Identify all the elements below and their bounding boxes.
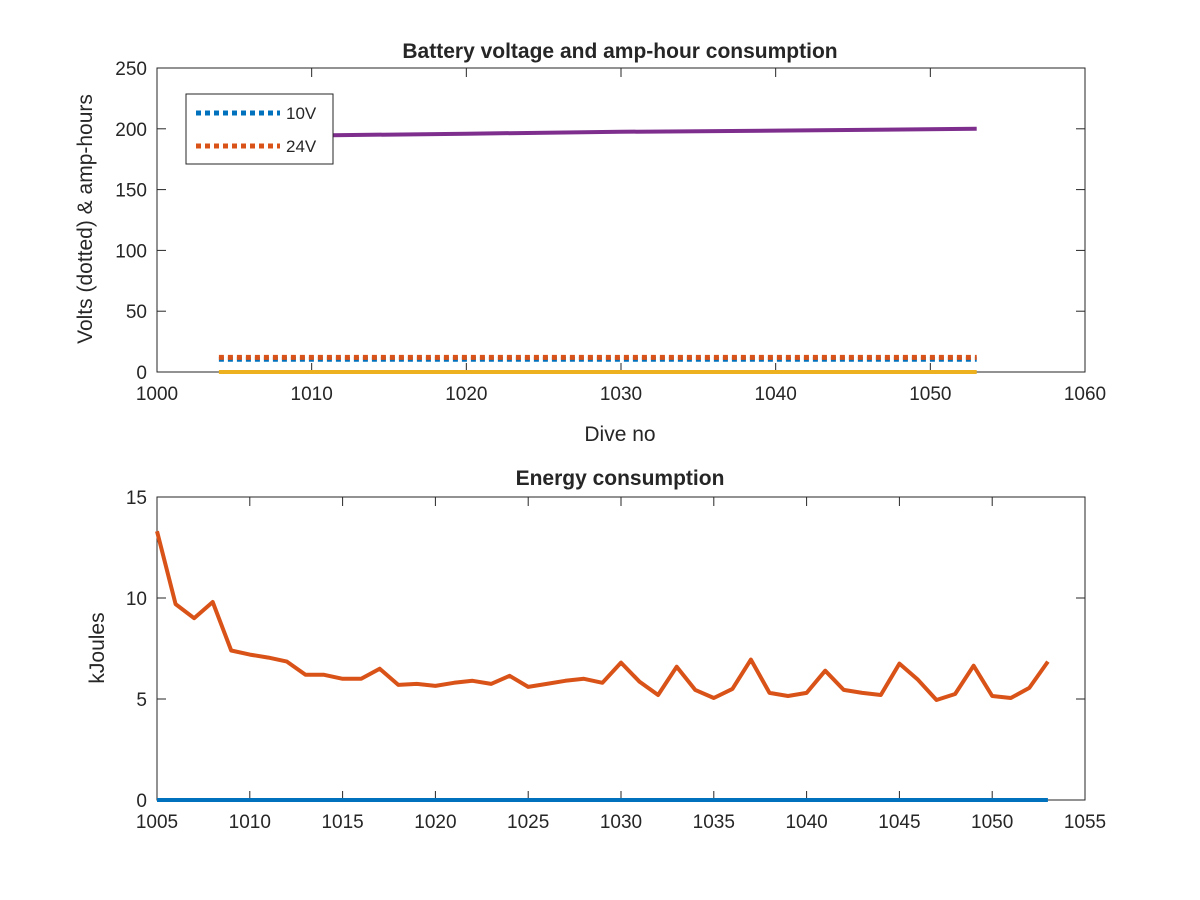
y-axis-label-bottom: kJoules	[86, 612, 109, 683]
x-tick-label: 1010	[291, 384, 333, 405]
y-tick-label: 50	[126, 302, 147, 323]
x-axis-label-top: Dive no	[584, 423, 655, 446]
legend-label: 10V	[286, 104, 317, 123]
plot-area-bottom: 1005 1010 1015 1020 1025 1030 1035 1040 1045 1050…	[126, 488, 1106, 833]
legend-label: 24V	[286, 137, 317, 156]
y-tick-label: 200	[115, 120, 147, 141]
x-tick-label: 1035	[693, 812, 735, 833]
x-tick-label: 1000	[136, 384, 178, 405]
x-tick-label: 1010	[229, 812, 271, 833]
x-tick-label: 1045	[878, 812, 920, 833]
x-tick-label: 1005	[136, 812, 178, 833]
y-tick-label: 0	[136, 363, 147, 384]
x-tick-label: 1025	[507, 812, 549, 833]
y-tick-label: 5	[136, 690, 147, 711]
x-tick-label: 1015	[321, 812, 363, 833]
y-axis-label-top: Volts (dotted) & amp-hours	[74, 94, 97, 344]
x-tick-label: 1050	[971, 812, 1013, 833]
y-tick-label: 100	[115, 241, 147, 262]
x-tick-label: 1050	[909, 384, 951, 405]
chart-title-top: Battery voltage and amp-hour consumption	[402, 40, 837, 63]
y-tick-label: 250	[115, 59, 147, 80]
chart-energy-consumption: 1005 1010 1015 1020 1025 1030 1035 1040 1045 1050…	[86, 467, 1106, 833]
legend-box	[185, 93, 334, 165]
series-line-1	[155, 530, 1050, 702]
y-tick-label: 10	[126, 589, 147, 610]
x-tick-label: 1040	[785, 812, 827, 833]
x-tick-label: 1030	[600, 384, 642, 405]
x-tick-label: 1040	[755, 384, 797, 405]
y-tick-label: 0	[136, 791, 147, 812]
x-tick-label: 1020	[445, 384, 487, 405]
y-tick-label: 150	[115, 181, 147, 202]
y-tick-label: 15	[126, 488, 147, 509]
x-tick-label: 1030	[600, 812, 642, 833]
plot-area-top: 1000 1010 1020 1030 1040 1050 1060 0 50 100 150 200…	[115, 59, 1106, 405]
axes-box	[156, 496, 1086, 801]
chart-battery-voltage: 1000 1010 1020 1030 1040 1050 1060 0 50 100 150 200…	[74, 40, 1106, 446]
x-tick-label: 1055	[1064, 812, 1106, 833]
x-tick-label: 1020	[414, 812, 456, 833]
chart-title-bottom: Energy consumption	[516, 467, 725, 490]
x-tick-label: 1060	[1064, 384, 1106, 405]
